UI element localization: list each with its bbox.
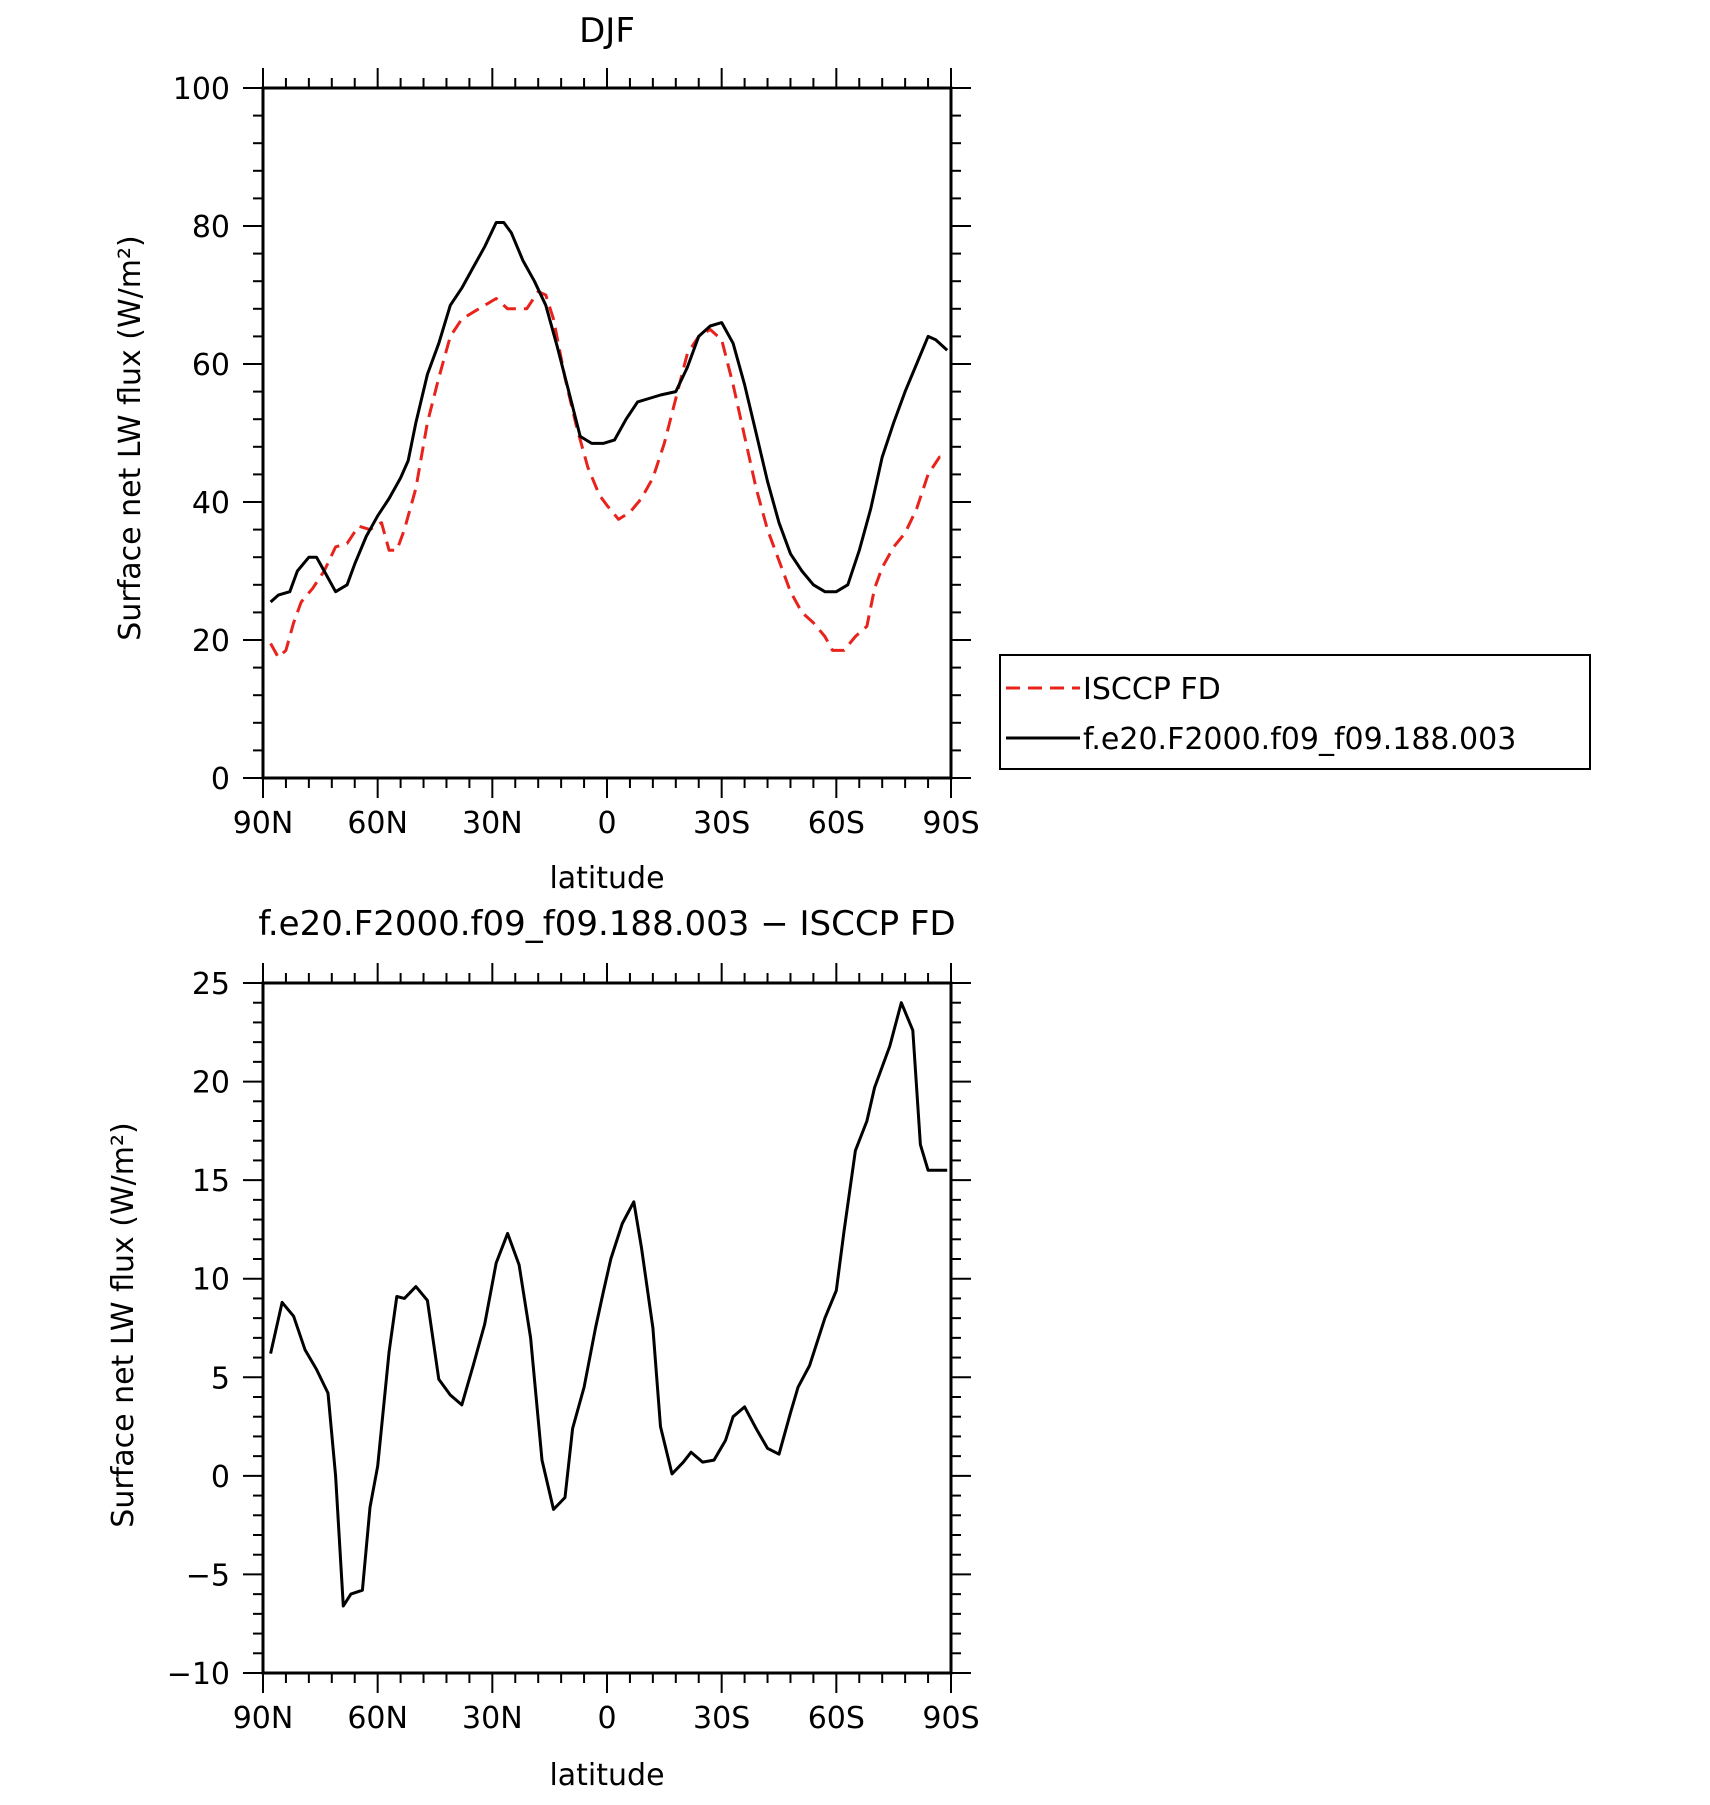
y-tick-label: 100 [173,72,230,107]
y-tick-label: 40 [192,486,230,521]
y-tick-label: −5 [186,1558,230,1593]
y-tick-label: 80 [192,210,230,245]
x-tick-label: 30N [462,1701,523,1736]
x-tick-label: 90N [233,1701,294,1736]
y-tick-label: 5 [211,1361,230,1396]
chart-bottom: f.e20.F2000.f09_f09.188.003 − ISCCP FD S… [106,904,980,1793]
series-line-0-1 [269,221,949,604]
chart-top: DJF Surface net LW flux (W/m²) latitude … [113,11,1591,896]
plot-frame [261,981,953,1675]
x-tick-label: 30S [693,806,750,841]
chart-bottom-lines [269,1001,948,1608]
x-tick-label: 90N [233,806,294,841]
y-tick-label: 0 [211,1460,230,1495]
chart-bottom-title: f.e20.F2000.f09_f09.188.003 − ISCCP FD [258,904,955,944]
chart-top-lines [269,221,949,659]
chart-top-xlabel: latitude [549,861,664,896]
x-tick-label: 30S [693,1701,750,1736]
x-tick-label: 0 [597,1701,616,1736]
legend: ISCCP FD f.e20.F2000.f09_f09.188.003 [999,654,1591,770]
y-tick-label: 0 [211,762,230,797]
series-line-0-0 [269,290,948,659]
x-tick-label: 60N [347,1701,408,1736]
x-tick-label: 60S [808,1701,865,1736]
x-tick-label: 30N [462,806,523,841]
x-tick-label: 60S [808,806,865,841]
y-tick-label: 60 [192,348,230,383]
legend-box [999,654,1591,770]
chart-bottom-ylabel: Surface net LW flux (W/m²) [106,1122,141,1527]
chart-top-axes [243,68,971,798]
x-tick-label: 60N [347,806,408,841]
y-tick-label: 25 [192,967,230,1002]
series-line-1-0 [269,1001,948,1608]
chart-top-ylabel: Surface net LW flux (W/m²) [113,235,148,640]
y-tick-label: 20 [192,624,230,659]
legend-label-isccp: ISCCP FD [1083,672,1221,707]
x-tick-label: 90S [922,806,979,841]
x-tick-label: 90S [922,1701,979,1736]
y-tick-label: 10 [192,1263,230,1298]
chart-bottom-axes [243,963,971,1693]
x-tick-label: 0 [597,806,616,841]
y-tick-label: −10 [167,1657,230,1692]
plot-frame [261,86,953,780]
y-tick-label: 20 [192,1066,230,1101]
chart-top-title: DJF [579,11,635,51]
legend-label-model: f.e20.F2000.f09_f09.188.003 [1083,722,1516,757]
chart-bottom-tick-labels: 90N 60N 30N 0 30S 60S 90S −10 −5 0 5 10 15 20 25 [167,967,980,1736]
chart-bottom-xlabel: latitude [549,1758,664,1793]
chart-top-tick-labels: 90N 60N 30N 0 30S 60S 90S 0 20 40 60 80 100 [173,72,980,841]
y-tick-label: 15 [192,1164,230,1199]
